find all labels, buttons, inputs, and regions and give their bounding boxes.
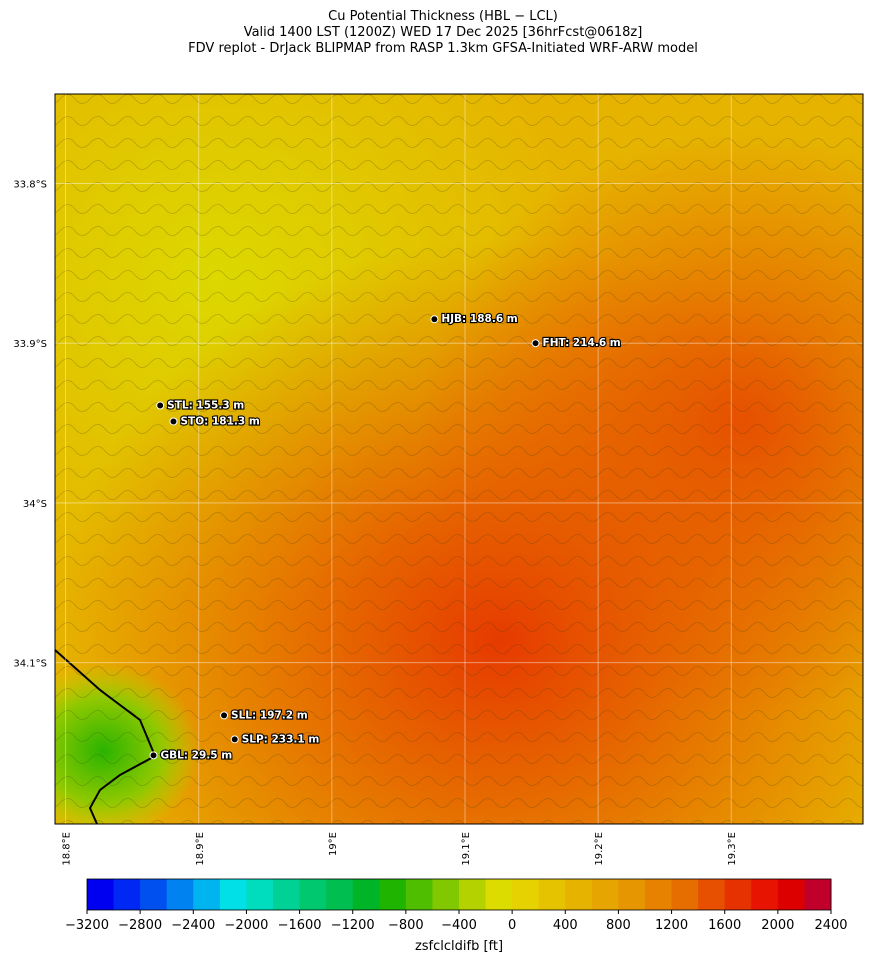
station-label: STL: 155.3 m: [167, 399, 244, 411]
colorbar-segment: [565, 879, 593, 910]
colorbar-segment: [326, 879, 354, 910]
station-label: SLP: 233.1 m: [242, 733, 320, 745]
station-marker: [220, 711, 229, 720]
colorbar-tick-label: 2000: [761, 918, 794, 933]
colorbar-tick-label: 400: [553, 918, 578, 933]
station-label: STO: 181.3 m: [180, 415, 259, 427]
source: FDV replot - DrJack BLIPMAP from RASP 1.…: [188, 41, 698, 56]
colorbar-segment: [485, 879, 513, 910]
colorbar-segment: [432, 879, 460, 910]
lon-tick-label: 18.9°E: [195, 832, 206, 866]
station-marker: [430, 315, 439, 324]
colorbar-segment: [724, 879, 752, 910]
colorbar-segment: [299, 879, 327, 910]
colorbar-tick-label: −1200: [331, 918, 375, 933]
colorbar-tick-label: −2000: [224, 918, 268, 933]
colorbar-segment: [246, 879, 274, 910]
colorbar-tick-label: 1200: [655, 918, 688, 933]
colorbar-segment: [512, 879, 540, 910]
colorbar-segment: [804, 879, 832, 910]
colorbar-segment: [751, 879, 779, 910]
colorbar-segment: [777, 879, 805, 910]
colorbar-segment: [87, 879, 115, 910]
map-frame: [54, 93, 864, 825]
lat-tick-label: 33.8°S: [13, 179, 47, 190]
colorbar-segment: [219, 879, 247, 910]
colorbar-tick-label: −3200: [65, 918, 109, 933]
colorbar-tick-label: −800: [388, 918, 424, 933]
coastline: [54, 649, 157, 825]
colorbar-tick-label: 800: [606, 918, 631, 933]
colorbar-segment: [645, 879, 673, 910]
station-marker: [230, 735, 239, 744]
colorbar-tick-label: 1600: [708, 918, 741, 933]
title: Cu Potential Thickness (HBL − LCL): [328, 9, 558, 24]
station-marker: [149, 751, 158, 760]
colorbar-segment: [273, 879, 301, 910]
colorbar-segment: [591, 879, 619, 910]
station-label: HJB: 188.6 m: [441, 313, 517, 325]
colorbar-segment: [459, 879, 487, 910]
map-area: [54, 94, 863, 825]
colorbar-label: zsfclcldifb [ft]: [415, 939, 503, 954]
lon-tick-label: 19°E: [328, 832, 339, 856]
station-marker: [531, 339, 540, 348]
station-marker: [156, 401, 165, 410]
colorbar-segment: [671, 879, 699, 910]
lon-tick-label: 19.3°E: [727, 832, 738, 866]
colorbar-segment: [166, 879, 194, 910]
colorbar-segment: [379, 879, 407, 910]
colorbar-tick-label: −2800: [118, 918, 162, 933]
colorbar-segment: [193, 879, 221, 910]
colorbar-segment: [113, 879, 141, 910]
lon-tick-label: 19.1°E: [461, 832, 472, 866]
station-label: FHT: 214.6 m: [543, 337, 621, 349]
colorbar-tick-label: −2400: [171, 918, 215, 933]
station-label: SLL: 197.2 m: [231, 709, 308, 721]
subtitle: Valid 1400 LST (1200Z) WED 17 Dec 2025 […: [244, 25, 643, 40]
colorbar-tick-label: 0: [508, 918, 516, 933]
colorbar-tick-label: 2400: [814, 918, 847, 933]
colorbar-segment: [538, 879, 566, 910]
colorbar-segment: [140, 879, 168, 910]
lat-tick-label: 34.1°S: [13, 659, 47, 670]
colorbar-segment: [618, 879, 646, 910]
colorbar-tick-label: −1600: [278, 918, 322, 933]
lon-tick-label: 18.8°E: [62, 832, 73, 866]
lon-tick-label: 19.2°E: [594, 832, 605, 866]
station-marker: [169, 417, 178, 426]
colorbar-tick-label: −400: [441, 918, 477, 933]
lat-tick-label: 33.9°S: [13, 339, 47, 350]
contours: [55, 94, 863, 824]
station-label: GBL: 29.5 m: [161, 749, 233, 761]
lat-tick-label: 34°S: [23, 499, 47, 510]
colorbar-segment: [698, 879, 726, 910]
colorbar-segment: [352, 879, 380, 910]
colorbar-segment: [405, 879, 433, 910]
